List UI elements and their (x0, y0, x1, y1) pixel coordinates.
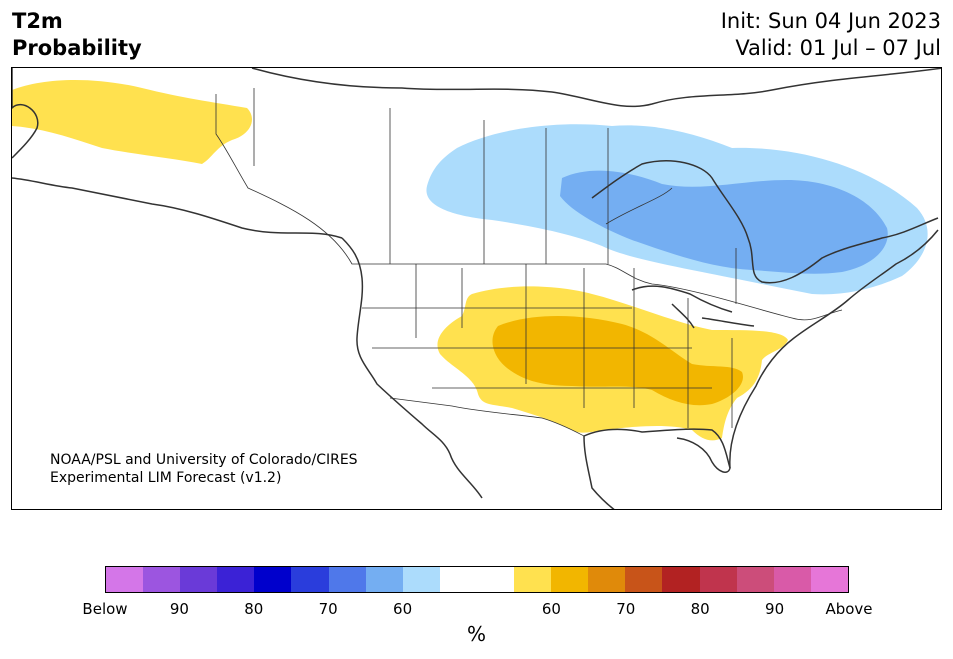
colorbar-bin (143, 567, 181, 592)
colorbar-bin (106, 567, 144, 592)
init-date: Init: Sun 04 Jun 2023 (720, 9, 941, 33)
coastlines (12, 68, 941, 509)
colorbar-bin (810, 567, 848, 592)
us-warm-core (492, 316, 743, 406)
alaska-warm-region (12, 79, 252, 164)
colorbar-bin (625, 567, 663, 592)
colorbar-tick-label: 90 (765, 600, 785, 618)
colorbar-tick-label: 80 (690, 600, 710, 618)
colorbar-bin (476, 567, 515, 592)
colorbar-bin (291, 567, 329, 592)
atlantic-coast (729, 229, 939, 469)
colorbar-bin (773, 567, 811, 592)
colorbar-bin (514, 567, 552, 592)
colorbar-tick-label: 70 (318, 600, 338, 618)
credit-line-2: Experimental LIM Forecast (v1.2) (50, 470, 282, 486)
arctic-coast (251, 68, 941, 108)
colorbar-tick-labels: Below 90 80 70 60 60 70 80 90 Above (82, 600, 872, 618)
province-borders (253, 88, 737, 304)
colorbar-bin (736, 567, 774, 592)
credit-line-1: NOAA/PSL and University of Colorado/CIRE… (50, 452, 358, 468)
gulf-coast (583, 428, 731, 509)
colorbar-tick-label: Above (825, 600, 873, 618)
alaska-coast (12, 68, 343, 239)
map-canvas (12, 68, 941, 509)
valid-date: Valid: 01 Jul – 07 Jul (735, 36, 941, 60)
colorbar-unit: % (466, 622, 486, 646)
colorbar-bin (662, 567, 700, 592)
credit-text: NOAA/PSL and University of Colorado/CIRE… (50, 451, 358, 487)
canada-cool-core (560, 170, 888, 274)
colorbar-tick-label: 60 (393, 600, 413, 618)
canada-us-border (215, 94, 843, 321)
colorbar-tick-label: 70 (616, 600, 636, 618)
colorbar-bin (402, 567, 440, 592)
forecast-map: NOAA/PSL and University of Colorado/CIRE… (11, 67, 942, 510)
us-mexico-border (389, 397, 585, 437)
colorbar-bin (180, 567, 218, 592)
colorbar-bin (328, 567, 366, 592)
colorbar-tick-label: 60 (541, 600, 561, 618)
forecast-dates: Init: Sun 04 Jun 2023 Valid: 01 Jul – 07… (721, 8, 941, 62)
colorbar-bin (551, 567, 589, 592)
colorbar-tick-label: 80 (244, 600, 264, 618)
title-subtitle: Probability (12, 36, 142, 60)
colorbar-bin (588, 567, 626, 592)
chart-title: T2m Probability (12, 8, 142, 62)
political-borders (215, 88, 843, 437)
pacific-coast (341, 237, 483, 499)
title-variable: T2m (12, 9, 63, 33)
colorbar-tick-label: 90 (169, 600, 189, 618)
colorbar-bin (439, 567, 477, 592)
hudson-bay-coast (591, 160, 939, 284)
probability-shading (12, 79, 928, 441)
great-lakes (631, 285, 755, 329)
colorbar (105, 566, 849, 593)
state-borders (362, 264, 733, 428)
colorbar-bin (365, 567, 403, 592)
colorbar-bin (217, 567, 255, 592)
colorbar-bin (699, 567, 737, 592)
colorbar-tick-label: Below (82, 600, 128, 618)
colorbar-bin (254, 567, 292, 592)
